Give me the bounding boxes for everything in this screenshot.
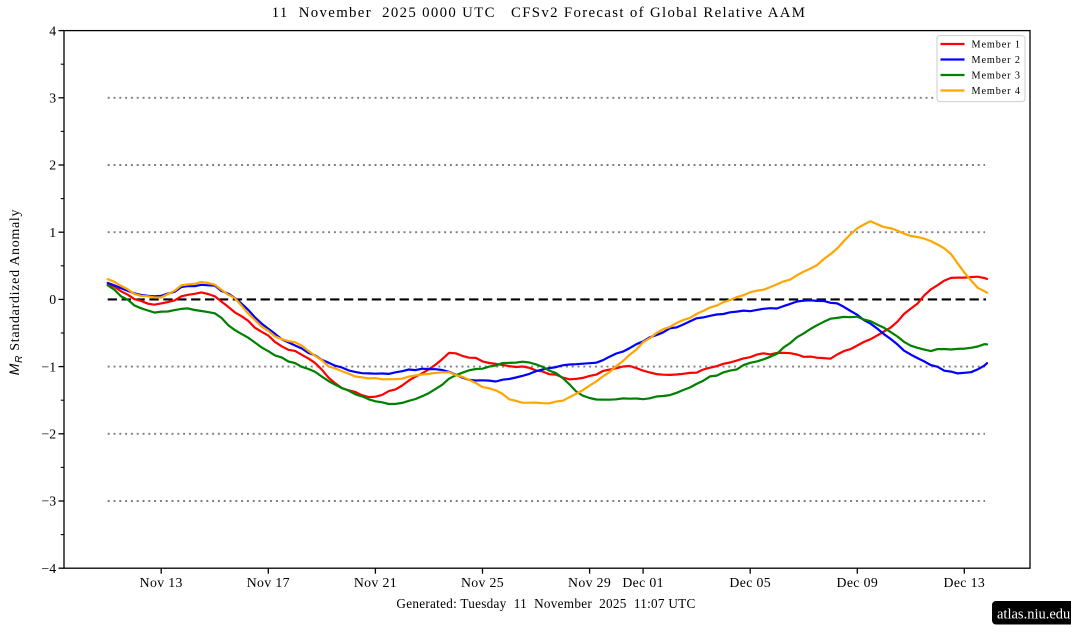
- svg-text:−4: −4: [42, 561, 57, 576]
- svg-text:Nov 17: Nov 17: [247, 575, 290, 590]
- svg-text:Member 2: Member 2: [972, 55, 1021, 66]
- svg-text:0: 0: [49, 292, 56, 307]
- svg-text:Member 3: Member 3: [972, 71, 1021, 82]
- svg-text:2: 2: [49, 158, 56, 173]
- svg-text:Nov 29: Nov 29: [568, 575, 611, 590]
- svg-text:1: 1: [49, 225, 56, 240]
- svg-text:Member 1: Member 1: [972, 40, 1021, 51]
- svg-text:MR Standardized Anomaly: MR Standardized Anomaly: [6, 209, 25, 375]
- svg-text:Member 4: Member 4: [972, 86, 1021, 97]
- svg-text:Dec 01: Dec 01: [622, 575, 664, 590]
- svg-text:3: 3: [49, 91, 56, 106]
- svg-text:Nov 25: Nov 25: [461, 575, 504, 590]
- svg-text:−1: −1: [42, 359, 57, 374]
- svg-text:4: 4: [49, 23, 56, 38]
- svg-text:−2: −2: [42, 427, 57, 442]
- svg-text:Generated: Tuesday 11 Novemb: Generated: Tuesday 11 November 2025 11:0…: [396, 596, 695, 611]
- svg-text:11 November 2025 0000 UTC: 11 November 2025 0000 UTC CFSv2 Forecast…: [272, 5, 807, 21]
- svg-text:atlas.niu.edu: atlas.niu.edu: [997, 607, 1070, 623]
- svg-text:Dec 09: Dec 09: [837, 575, 879, 590]
- svg-text:Dec 13: Dec 13: [944, 575, 986, 590]
- svg-text:Nov 13: Nov 13: [140, 575, 183, 590]
- svg-text:−3: −3: [42, 494, 57, 509]
- svg-text:Dec 05: Dec 05: [729, 575, 771, 590]
- svg-text:Nov 21: Nov 21: [354, 575, 397, 590]
